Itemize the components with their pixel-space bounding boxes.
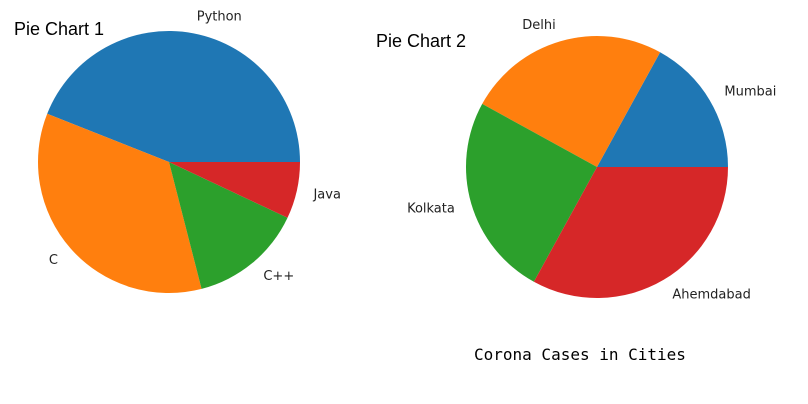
pie-1-slice-python (47, 31, 301, 163)
pie-chart-2-slices (465, 35, 728, 299)
pie-1-label-cplusplus: C++ (263, 269, 294, 284)
pie-2-slice-kolkata (465, 103, 597, 282)
pie-1-label-java: Java (312, 187, 340, 202)
pie-chart-1-slices (38, 31, 301, 293)
pie-1-slice-java (169, 162, 300, 218)
pie-2-slice-delhi (482, 35, 661, 168)
pie-1-label-python: Python (197, 10, 242, 25)
pie-1-slice-c (38, 113, 202, 293)
pie-2-label-mumbai: Mumbai (724, 85, 776, 100)
pie-chart-1: Pie Chart 1 Python C C++ Java (14, 10, 341, 293)
pie-chart-2-title: Pie Chart 2 (376, 31, 466, 51)
pie-2-slice-ahemdabad (533, 167, 728, 299)
pie-2-label-delhi: Delhi (522, 18, 555, 33)
pie-2-label-kolkata: Kolkata (407, 201, 455, 216)
pie-chart-2: Pie Chart 2 Mumbai Delhi Kolkata Ahemdabad (376, 18, 776, 303)
pie-2-label-ahemdabad: Ahemdabad (672, 287, 750, 302)
pie-chart-1-title: Pie Chart 1 (14, 19, 104, 39)
pie-1-label-c: C (49, 253, 58, 268)
figure-caption: Corona Cases in Cities (474, 345, 686, 364)
pie-chart-2-labels: Mumbai Delhi Kolkata Ahemdabad (407, 18, 776, 303)
pie-2-slice-mumbai (597, 52, 728, 168)
pie-1-slice-cplusplus (169, 162, 288, 289)
pie-chart-1-labels: Python C C++ Java (49, 10, 341, 284)
